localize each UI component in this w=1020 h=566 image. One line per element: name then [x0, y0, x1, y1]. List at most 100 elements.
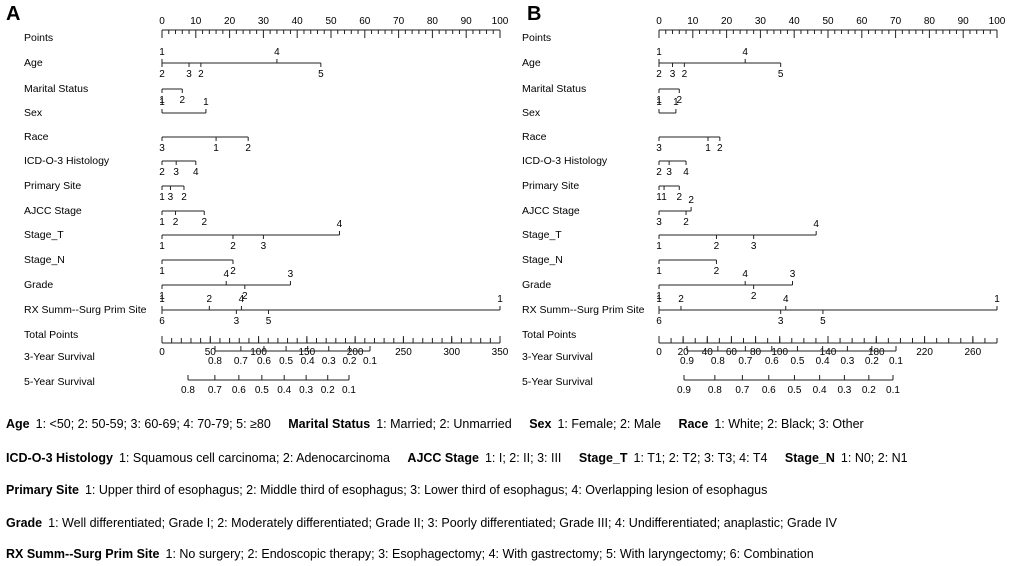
total-points-tick-label: 100 — [771, 347, 788, 358]
legend-line-3: Primary Site 1: Upper third of esophagus;… — [6, 482, 767, 498]
category-label: 2 — [181, 192, 187, 203]
category-label: 2 — [683, 217, 689, 228]
category-label: 6 — [656, 316, 662, 327]
survival-tick-label: 0.1 — [886, 385, 900, 396]
category-label: 6 — [159, 316, 165, 327]
survival-tick-label: 0.6 — [765, 356, 779, 367]
points-tick-label: 100 — [989, 16, 1006, 27]
points-tick-label: 100 — [492, 16, 509, 27]
points-tick-label: 90 — [958, 16, 970, 27]
legend-desc: 1: N0; 2: N1 — [840, 451, 908, 465]
category-label: 1 — [656, 294, 662, 305]
category-label: 3 — [173, 167, 179, 178]
category-label: 1 — [656, 95, 662, 106]
survival-tick-label: 0.8 — [208, 356, 222, 367]
category-label: 1 — [705, 143, 711, 154]
variable-label: Primary Site — [522, 180, 579, 192]
category-label: 1 — [159, 97, 165, 108]
legend-term: AJCC Stage — [407, 451, 479, 465]
survival-tick-label: 0.6 — [257, 356, 271, 367]
legend-term: Marital Status — [288, 417, 371, 431]
category-label: 1 — [159, 294, 165, 305]
points-tick-label: 30 — [755, 16, 767, 27]
category-label: 2 — [656, 69, 662, 80]
total-points-tick-label: 0 — [159, 347, 165, 358]
category-label: 5 — [820, 316, 826, 327]
category-label: 2 — [198, 69, 204, 80]
total-points-tick-label: 20 — [678, 347, 690, 358]
variable-label: Points — [522, 32, 551, 44]
survival-tick-label: 0.7 — [208, 385, 222, 396]
total-points-tick-label: 220 — [916, 347, 933, 358]
category-label: 4 — [193, 167, 199, 178]
category-label: 4 — [742, 47, 748, 58]
category-label: 2 — [656, 167, 662, 178]
category-label: 2 — [676, 95, 682, 106]
category-label: 1 — [159, 192, 165, 203]
category-label: 1 — [661, 192, 667, 203]
variable-label: Sex — [24, 107, 43, 119]
survival-tick-label: 0.4 — [816, 356, 830, 367]
category-label: 3 — [168, 192, 174, 203]
survival-tick-label: 0.6 — [232, 385, 246, 396]
category-label: 5 — [778, 69, 784, 80]
category-label: 4 — [274, 47, 280, 58]
category-label: 4 — [223, 269, 229, 280]
variable-label: Stage_N — [24, 254, 65, 266]
variable-label: Primary Site — [24, 180, 81, 192]
variable-label: AJCC Stage — [24, 205, 82, 217]
category-label: 1 — [213, 143, 219, 154]
survival-tick-label: 0.6 — [762, 385, 776, 396]
category-label: 5 — [266, 316, 272, 327]
points-tick-label: 20 — [224, 16, 236, 27]
category-label: 1 — [159, 217, 165, 228]
category-label: 1 — [656, 291, 662, 302]
variable-label: Total Points — [522, 329, 576, 341]
total-points-tick-label: 60 — [726, 347, 738, 358]
points-tick-label: 50 — [822, 16, 834, 27]
points-tick-label: 70 — [890, 16, 902, 27]
legend-desc: 1: <50; 2: 50-59; 3: 60-69; 4: 70-79; 5:… — [35, 417, 271, 431]
survival-tick-label: 0.4 — [813, 385, 827, 396]
survival-tick-label: 0.1 — [363, 356, 377, 367]
category-label: 2 — [245, 143, 251, 154]
legend-desc: 1: Female; 2: Male — [557, 417, 661, 431]
points-tick-label: 40 — [789, 16, 801, 27]
legend-desc: 1: Married; 2: Unmarried — [376, 417, 512, 431]
total-points-tick-label: 200 — [347, 347, 364, 358]
total-points-tick-label: 180 — [868, 347, 885, 358]
category-label: 2 — [717, 143, 723, 154]
survival-tick-label: 0.3 — [837, 385, 851, 396]
legend-term: Stage_N — [784, 451, 835, 465]
legend-line-5: RX Summ--Surg Prim Site 1: No surgery; 2:… — [6, 546, 814, 562]
category-label: 3 — [790, 269, 796, 280]
category-label: 2 — [230, 241, 236, 252]
variable-label: RX Summ--Surg Prim Site — [24, 304, 147, 316]
category-label: 1 — [673, 97, 679, 108]
category-label: 2 — [242, 291, 248, 302]
category-label: 1 — [656, 192, 662, 203]
total-points-tick-label: 350 — [492, 347, 509, 358]
category-label: 2 — [682, 69, 688, 80]
total-points-tick-label: 0 — [656, 347, 662, 358]
points-tick-label: 40 — [292, 16, 304, 27]
legend-desc: 1: No surgery; 2: Endoscopic therapy; 3:… — [165, 547, 814, 561]
survival-tick-label: 0.2 — [321, 385, 335, 396]
category-label: 3 — [288, 269, 294, 280]
legend-line-1: Age 1: <50; 2: 50-59; 3: 60-69; 4: 70-79;… — [6, 416, 864, 432]
survival-tick-label: 0.4 — [277, 385, 291, 396]
points-tick-label: 30 — [258, 16, 270, 27]
total-points-tick-label: 250 — [395, 347, 412, 358]
variable-label: Grade — [522, 279, 551, 291]
category-label: 2 — [714, 241, 720, 252]
points-tick-label: 10 — [687, 16, 699, 27]
variable-label: Points — [24, 32, 53, 44]
legend-term: Age — [6, 417, 30, 431]
category-label: 3 — [778, 316, 784, 327]
legend-term: Grade — [6, 516, 43, 530]
category-label: 1 — [656, 97, 662, 108]
variable-label: Age — [24, 57, 43, 69]
category-label: 1 — [656, 266, 662, 277]
survival-tick-label: 0.7 — [735, 385, 749, 396]
survival-tick-label: 0.4 — [301, 356, 315, 367]
